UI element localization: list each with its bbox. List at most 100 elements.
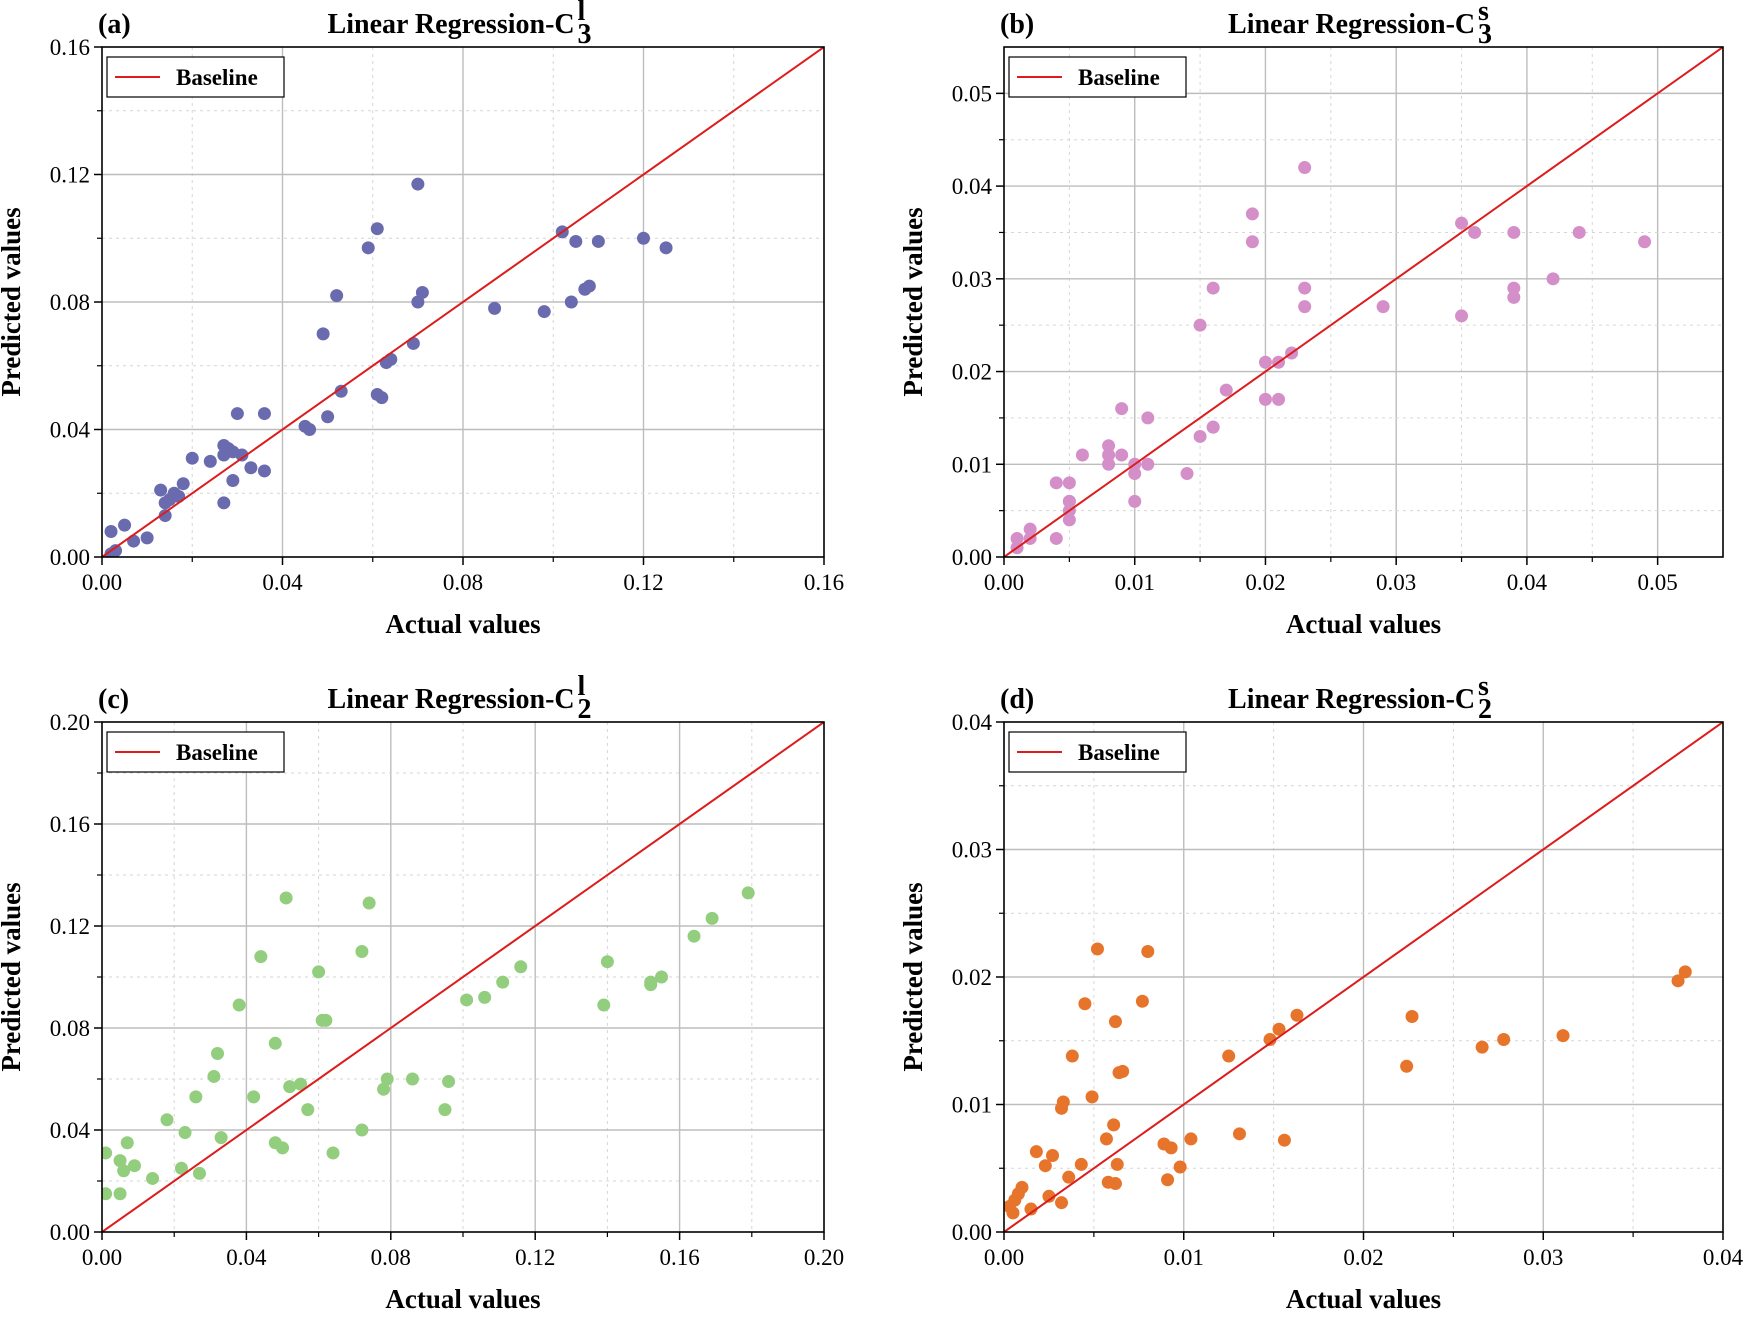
data-point — [214, 1131, 228, 1145]
panel-label: (a) — [98, 9, 131, 40]
data-point — [127, 534, 141, 548]
y-tick-label: 0.00 — [50, 545, 90, 570]
data-point — [591, 234, 605, 248]
x-tick-label: 0.04 — [1703, 1245, 1744, 1270]
data-point — [268, 1036, 282, 1050]
x-tick-label: 0.12 — [623, 570, 663, 595]
data-point — [140, 531, 154, 545]
panel-title: Linear Regression-C s2 — [1228, 671, 1492, 725]
data-point — [226, 474, 240, 487]
x-tick-label: 0.03 — [1523, 1245, 1563, 1270]
data-point — [361, 241, 375, 255]
data-point — [326, 1146, 340, 1160]
data-point — [380, 1072, 394, 1086]
data-point — [514, 960, 528, 974]
y-tick-label: 0.02 — [952, 965, 992, 990]
data-point — [537, 305, 551, 319]
y-tick-label: 0.04 — [50, 418, 91, 443]
panel-label: (c) — [98, 684, 129, 715]
data-point — [1507, 281, 1521, 295]
data-points — [102, 886, 755, 1201]
y-tick-label: 0.08 — [50, 1016, 90, 1041]
data-point — [1161, 1173, 1175, 1187]
panel-3: 0.00 0.04 0.08 0.12 0.16 0.20 0.00 0.04 0.08 0.12… — [0, 671, 844, 1314]
data-point — [1085, 1090, 1099, 1104]
data-point — [644, 975, 658, 989]
data-point — [120, 1136, 134, 1150]
data-point — [1468, 225, 1482, 239]
y-tick-label: 0.04 — [952, 174, 993, 199]
legend-label: Baseline — [176, 740, 258, 765]
x-tick-label: 0.00 — [82, 1245, 122, 1270]
data-point — [1455, 309, 1469, 323]
data-point — [1258, 392, 1272, 406]
data-point — [1046, 1149, 1060, 1162]
data-point — [154, 483, 168, 497]
x-tick-label: 0.04 — [226, 1245, 267, 1270]
data-point — [1272, 1022, 1286, 1036]
title-superscript: l — [577, 671, 585, 702]
panel-4: 0.00 0.01 0.02 0.03 0.04 0.00 0.01 0.02 0.03 0.04… — [898, 671, 1744, 1314]
x-axis-title: Actual values — [1286, 609, 1441, 639]
data-point — [1055, 1196, 1069, 1210]
data-point — [1245, 207, 1259, 221]
data-point — [276, 1141, 289, 1155]
data-point — [211, 1047, 225, 1060]
data-point — [1062, 476, 1076, 490]
ticks: 0.00 0.01 0.02 0.03 0.04 0.00 0.01 0.02 0.03 0.04 — [952, 710, 1744, 1270]
data-point — [1115, 402, 1129, 416]
data-point — [1455, 216, 1469, 230]
data-point — [321, 410, 335, 424]
data-point — [1049, 531, 1063, 545]
panel-2: 0.00 0.01 0.02 0.03 0.04 0.05 0.00 0.01 0.02 0.03… — [898, 0, 1724, 639]
data-point — [1678, 965, 1692, 979]
data-point — [1222, 1049, 1236, 1063]
data-point — [1141, 945, 1155, 958]
data-point — [415, 285, 429, 299]
data-point — [1038, 1159, 1052, 1173]
data-point — [1128, 467, 1142, 481]
data-point — [117, 1164, 131, 1178]
data-points — [1010, 161, 1652, 555]
data-point — [1671, 974, 1685, 988]
x-tick-label: 0.00 — [984, 1245, 1024, 1270]
data-point — [244, 461, 258, 475]
data-point — [582, 279, 596, 293]
data-point — [1376, 300, 1390, 314]
data-point — [406, 336, 420, 350]
legend-label: Baseline — [1078, 740, 1160, 765]
data-point — [192, 1166, 206, 1180]
data-point — [355, 945, 369, 958]
data-point — [160, 1113, 174, 1127]
data-point — [235, 448, 249, 462]
data-point — [1405, 1010, 1419, 1024]
data-point — [319, 1013, 333, 1027]
data-point — [1015, 1180, 1029, 1194]
title-text: Linear Regression-C — [328, 9, 575, 40]
x-axis-title: Actual values — [1286, 1284, 1441, 1314]
y-tick-label: 0.20 — [50, 710, 90, 735]
data-point — [460, 993, 474, 1007]
legend-label: Baseline — [176, 65, 258, 90]
data-point — [1206, 420, 1220, 434]
data-point — [303, 423, 317, 436]
data-point — [1507, 225, 1521, 239]
baseline-line — [1004, 47, 1723, 557]
data-point — [1141, 457, 1155, 471]
data-point — [1010, 531, 1024, 545]
data-point — [185, 451, 199, 465]
legend: Baseline — [106, 56, 285, 98]
data-point — [1135, 994, 1149, 1008]
data-point — [411, 177, 425, 191]
data-point — [312, 965, 326, 979]
data-point — [1400, 1059, 1414, 1073]
ticks: 0.00 0.04 0.08 0.12 0.16 0.00 0.04 0.08 0.12 0.16 — [50, 35, 844, 595]
data-point — [146, 1171, 160, 1185]
x-axis-title: Actual values — [385, 609, 540, 639]
baseline-line — [1004, 722, 1723, 1232]
plot-frame — [1003, 46, 1724, 558]
data-point — [1497, 1032, 1511, 1046]
data-point — [438, 1103, 452, 1117]
data-point — [178, 1126, 192, 1140]
data-point — [1108, 1177, 1122, 1191]
